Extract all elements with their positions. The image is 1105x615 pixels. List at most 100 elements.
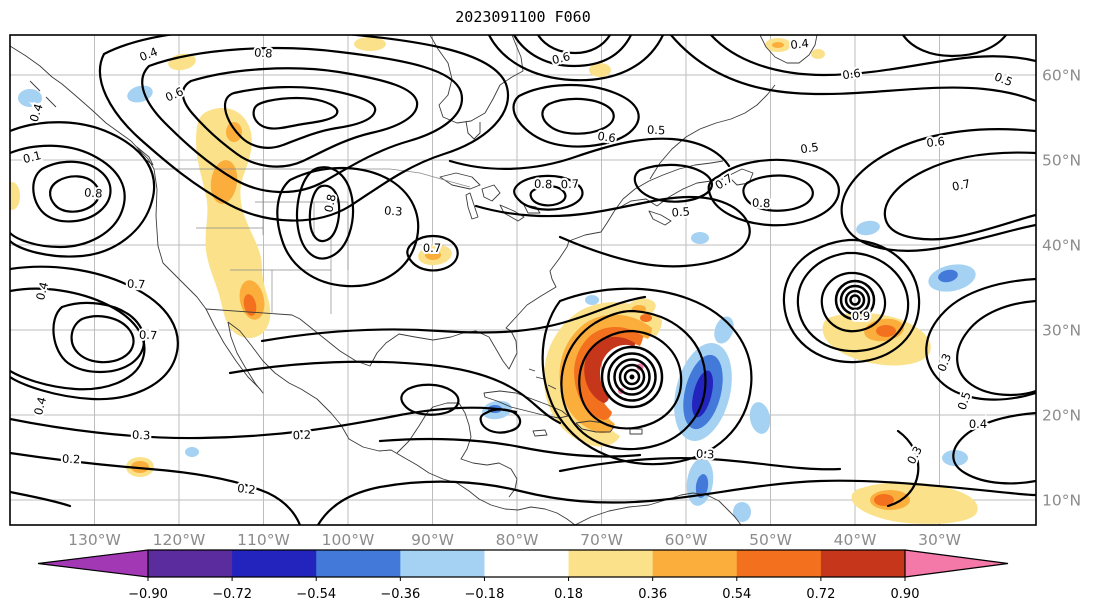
- shaded-regions-el: [733, 502, 751, 522]
- contour-lines-el: [742, 174, 814, 212]
- lat-tick-label: 50°N: [1042, 152, 1081, 170]
- contour-lines-el: [952, 411, 1036, 485]
- tropical-cyclone-rings-el: [541, 287, 753, 466]
- contour-label: 0.4: [33, 280, 51, 301]
- colorbar-tick-label: 0.72: [806, 587, 835, 602]
- shaded-regions-el: [226, 122, 242, 142]
- shaded-regions-el: [874, 494, 894, 506]
- coastlines-el: [649, 35, 818, 180]
- shaded-regions-el: [127, 85, 153, 103]
- tropical-cyclone-rings-el: [613, 358, 651, 396]
- shaded-regions-el: [691, 232, 709, 244]
- lon-tick-label: 100°W: [322, 531, 375, 549]
- lon-tick-label: 110°W: [237, 531, 290, 549]
- contour-lines-el: [260, 295, 647, 343]
- contour-lines-el: [10, 490, 72, 508]
- contour-lines-el: [181, 67, 419, 168]
- shaded-regions-el: [856, 220, 880, 236]
- contour-lines-el: [529, 185, 567, 207]
- secondary-vortex-rings-el: [839, 284, 871, 316]
- contour-lines-el: [925, 277, 1036, 401]
- shaded-regions-el: [811, 49, 825, 59]
- shaded-regions-el: [18, 89, 42, 107]
- lon-tick-label: 60°W: [665, 531, 708, 549]
- shaded-regions-el: [425, 250, 441, 260]
- contour-lines-el: [32, 160, 112, 223]
- contour-label: 0.5: [799, 140, 819, 156]
- colorbar-tick-label: 0.18: [554, 587, 583, 602]
- shaded-regions-el: [876, 325, 896, 337]
- contour-lines-el: [901, 35, 1008, 58]
- shaded-regions-el: [243, 294, 257, 316]
- lat-tick-label: 40°N: [1042, 237, 1081, 255]
- shaded-regions-el: [354, 37, 386, 51]
- contour-label: 0.8: [321, 193, 338, 214]
- tc-blue-dipole-el: [692, 370, 714, 418]
- contour-lines-el: [252, 96, 339, 130]
- lon-tick-label: 130°W: [68, 531, 121, 549]
- contour-lines-el: [633, 163, 713, 203]
- contour-label: 0.6: [163, 84, 185, 104]
- contour-label: 0.3: [904, 444, 925, 467]
- shaded-regions-el: [185, 447, 199, 457]
- contour-lines-el: [10, 265, 179, 401]
- contour-lines-el: [295, 166, 355, 260]
- plot-title: 2023091100 F060: [455, 8, 590, 26]
- contour-lines-el: [49, 175, 100, 213]
- contour-lines-el: [536, 35, 612, 55]
- colorbar-tick-label: −0.54: [296, 587, 336, 602]
- contour-lines-el: [308, 184, 341, 243]
- secondary-vortex-rings: [782, 238, 921, 364]
- contour-lines-el: [883, 151, 1036, 241]
- contour-lines-el: [10, 451, 302, 525]
- colorbar-segment: [568, 550, 654, 577]
- shaded-regions-el: [942, 450, 968, 466]
- contour-label: 0.7: [560, 177, 579, 192]
- latitude-axis: 60°N 50°N 40°N 30°N 20°N 10°N: [1042, 67, 1081, 510]
- contour-label: 0.6: [597, 129, 617, 145]
- contour-label: 0.6: [926, 134, 946, 150]
- contour-lines-el: [707, 158, 840, 227]
- tropical-cyclone-rings-el: [618, 363, 646, 391]
- contour-lines-el: [70, 315, 135, 364]
- tc-crescent-red: [584, 336, 635, 403]
- tc-blue-dipole: [674, 343, 732, 441]
- contour-lines-el: [10, 287, 146, 391]
- map-border: [9, 34, 1037, 526]
- contour-label: 0.4: [969, 417, 987, 431]
- colorbar-segment: [400, 550, 486, 577]
- tropical-cyclone-rings-el: [578, 329, 683, 430]
- secondary-vortex-rings-el: [844, 289, 866, 311]
- lon-tick-label: 90°W: [411, 531, 454, 549]
- lon-tick-label: 80°W: [496, 531, 539, 549]
- coastlines-el: [614, 160, 754, 226]
- contour-lines-el: [406, 234, 459, 272]
- contour-lines-el: [10, 121, 156, 258]
- tropical-cyclone-rings: [541, 287, 753, 466]
- contour-label: 0.3: [132, 428, 151, 443]
- coastlines: [10, 35, 818, 525]
- shaded-regions-el: [589, 63, 611, 77]
- lon-tick-label: 50°W: [749, 531, 792, 549]
- coastlines-el: [574, 492, 742, 525]
- contour-lines-el: [474, 195, 751, 268]
- shaded-regions-el: [585, 295, 599, 305]
- shaded-regions-el: [938, 269, 958, 283]
- contour-lines-el: [98, 35, 509, 222]
- coastlines-el: [483, 368, 643, 437]
- colorbar-tick-label: −0.18: [465, 587, 505, 602]
- graticule: [10, 35, 1036, 525]
- secondary-vortex-rings-el: [782, 238, 921, 364]
- contour-lines-el: [886, 429, 920, 508]
- contour-label: 0.7: [951, 176, 972, 193]
- coastlines-el: [396, 402, 518, 498]
- contour-lines-el: [709, 35, 1036, 77]
- contour-lines-el: [479, 408, 522, 434]
- colorbar-segment: [484, 550, 570, 577]
- contour-label: 0.2: [292, 428, 311, 443]
- colorbar-segment: [148, 550, 233, 577]
- contour-label: 0.3: [934, 351, 954, 373]
- contour-label: 0.3: [696, 447, 715, 462]
